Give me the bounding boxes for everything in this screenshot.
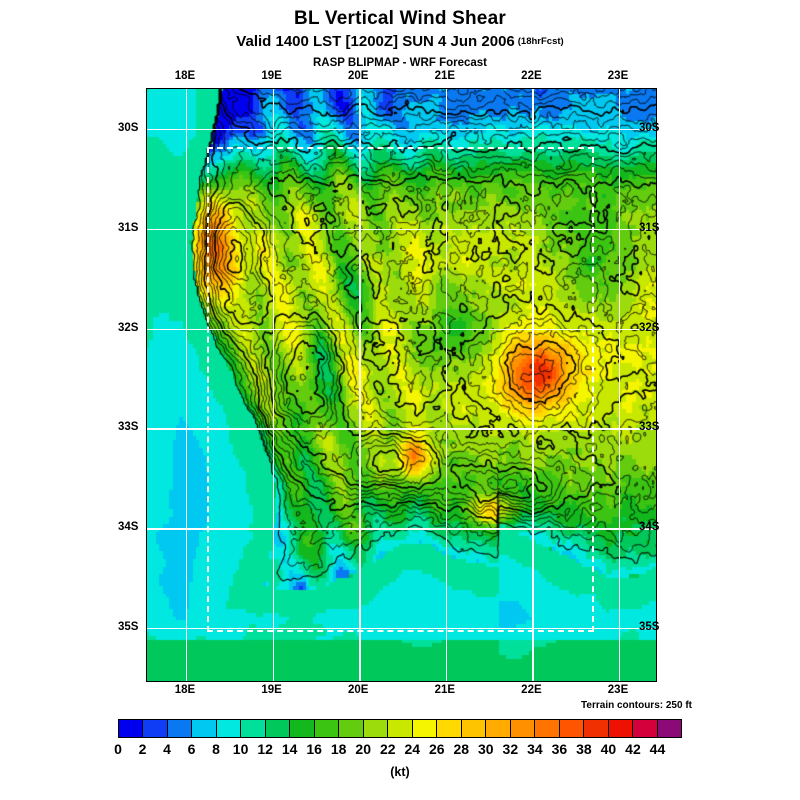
model-source-label: RASP BLIPMAP - WRF Forecast [312, 57, 488, 69]
lat-label-right: 34S [639, 521, 660, 534]
lon-label-top: 21E [434, 70, 456, 82]
colorbar-cell [290, 720, 315, 737]
colorbar-tick: 28 [453, 741, 470, 757]
valid-time-subtitle: Valid 1400 LST [1200Z] SUN 4 Jun 2006 (18… [0, 33, 800, 50]
colorbar-tick-labels: 0 2 4 6 8 10 12 14 16 18 20 22 24 26 28 30 32 34 36 38 40 42 4… [114, 741, 682, 759]
colorbar-cell [535, 720, 560, 737]
colorbar-cell [241, 720, 266, 737]
colorbar-tick: 18 [330, 741, 347, 757]
colorbar-cell [657, 720, 682, 737]
colorbar-tick: 40 [600, 741, 617, 757]
valid-time-text: Valid 1400 LST [1200Z] SUN 4 Jun 2006 [236, 33, 515, 50]
lon-label-bottom: 20E [347, 684, 369, 696]
colorbar-cell [119, 720, 144, 737]
colorbar-cell [192, 720, 217, 737]
lat-label-left: 31S [118, 221, 139, 234]
colorbar-tick: 2 [138, 741, 147, 757]
page-title: BL Vertical Wind Shear [294, 8, 506, 29]
lon-label-top: 19E [261, 70, 282, 82]
colorbar-cell [314, 720, 340, 737]
lon-label-top: 23E [607, 70, 629, 82]
lon-label-bottom: 19E [261, 684, 282, 696]
colorbar-cell [486, 720, 511, 737]
colorbar-tick: 44 [649, 741, 666, 757]
colorbar-tick: 10 [232, 741, 249, 757]
colorbar-cell [216, 720, 242, 737]
colorbar-cell [510, 720, 536, 737]
lon-label-bottom: 22E [521, 684, 542, 696]
map-plot-area[interactable] [146, 88, 657, 682]
colorbar-tick: 36 [551, 741, 568, 757]
lon-label-bottom: 21E [434, 684, 456, 696]
colorbar-tick: 20 [355, 741, 371, 757]
lon-label-bottom: 23E [607, 684, 629, 696]
forecast-hour-tag: (18hrFcst) [517, 36, 564, 47]
terrain-contour-note: Terrain contours: 250 ft [581, 700, 692, 711]
colorbar-cell [608, 720, 634, 737]
lat-label-right: 33S [639, 421, 660, 434]
colorbar-cell [437, 720, 462, 737]
colorbar-cell [265, 720, 291, 737]
colorbar-tick: 32 [502, 741, 519, 757]
lat-label-left: 35S [118, 621, 139, 634]
lat-label-left: 30S [118, 121, 139, 134]
lon-label-top: 18E [174, 70, 196, 82]
colorbar-tick: 42 [625, 741, 641, 757]
colorbar-cell [559, 720, 585, 737]
lat-label-right: 32S [639, 321, 660, 334]
colorbar-cell [363, 720, 389, 737]
colorbar-tick: 4 [163, 741, 171, 757]
lat-label-left: 33S [118, 421, 139, 434]
colorbar-tick: 0 [114, 741, 122, 757]
lon-label-top: 20E [347, 70, 369, 82]
colorbar-tick: 14 [281, 741, 298, 757]
colorbar-tick: 16 [306, 741, 322, 757]
colorbar-cell [167, 720, 193, 737]
lat-label-right: 35S [639, 621, 660, 634]
colorbar-cell [388, 720, 413, 737]
colorbar[interactable] [118, 719, 682, 738]
colorbar-tick: 30 [478, 741, 494, 757]
lon-label-bottom: 18E [174, 684, 196, 696]
colorbar-cell [143, 720, 168, 737]
colorbar-cell [461, 720, 487, 737]
colorbar-tick: 24 [404, 741, 421, 757]
lat-label-right: 31S [639, 221, 660, 234]
colorbar-cell [633, 720, 658, 737]
colorbar-tick: 26 [428, 741, 445, 757]
lat-label-left: 32S [118, 321, 139, 334]
colorbar-tick: 22 [379, 741, 396, 757]
colorbar-tick: 38 [576, 741, 592, 757]
lon-label-top: 22E [521, 70, 542, 82]
colorbar-tick: 12 [257, 741, 273, 757]
lat-label-right: 30S [639, 121, 660, 134]
colorbar-tick: 6 [187, 741, 196, 757]
lat-label-left: 34S [118, 521, 139, 534]
colorbar-cell [584, 720, 609, 737]
colorbar-cell [412, 720, 438, 737]
colorbar-tick: 8 [212, 741, 220, 757]
wind-shear-heatmap [147, 89, 656, 681]
colorbar-unit-label: (kt) [390, 765, 410, 779]
colorbar-cell [339, 720, 364, 737]
colorbar-tick: 34 [527, 741, 543, 757]
